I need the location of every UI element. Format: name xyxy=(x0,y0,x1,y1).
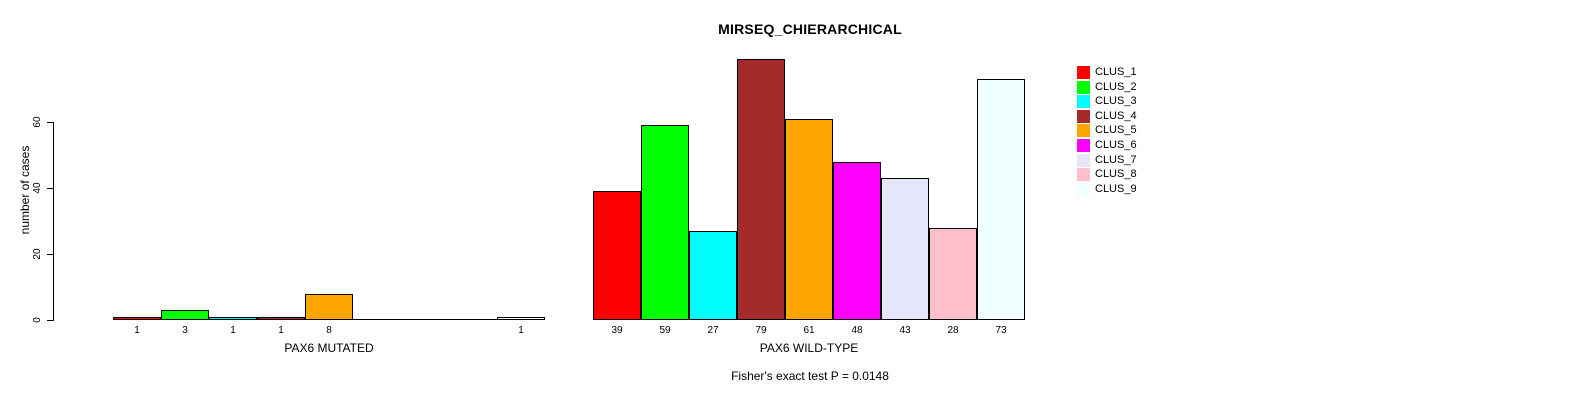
legend-item-label: CLUS_1 xyxy=(1095,66,1137,78)
bar xyxy=(161,310,209,320)
bar-value-label: 1 xyxy=(134,325,140,336)
legend-item-label: CLUS_3 xyxy=(1095,95,1137,107)
legend-color-swatch xyxy=(1077,168,1090,181)
bar xyxy=(497,317,545,320)
legend-item-label: CLUS_2 xyxy=(1095,81,1137,93)
legend-item-label: CLUS_4 xyxy=(1095,110,1137,122)
bar xyxy=(641,125,689,320)
group-axis-label: PAX6 WILD-TYPE xyxy=(759,341,859,355)
bar-value-label: 43 xyxy=(899,325,911,336)
bar-value-label: 8 xyxy=(326,325,332,336)
legend-item-label: CLUS_5 xyxy=(1095,124,1137,136)
legend-item: CLUS_3 xyxy=(1077,95,1157,109)
legend-item: CLUS_2 xyxy=(1077,81,1157,95)
bar-value-label: 59 xyxy=(659,325,671,336)
legend-item-label: CLUS_8 xyxy=(1095,168,1137,180)
legend-item: CLUS_4 xyxy=(1077,110,1157,124)
legend-item: CLUS_6 xyxy=(1077,139,1157,153)
bar xyxy=(257,317,305,320)
legend-color-swatch xyxy=(1077,124,1090,137)
legend-item-label: CLUS_6 xyxy=(1095,139,1137,151)
bar-value-label: 39 xyxy=(611,325,623,336)
bar-value-label: 79 xyxy=(755,325,767,336)
legend-item-label: CLUS_9 xyxy=(1095,183,1137,195)
bar xyxy=(833,162,881,320)
group-axis-label: PAX6 MUTATED xyxy=(284,341,374,355)
bar-value-label: 48 xyxy=(851,325,863,336)
bar-value-label: 1 xyxy=(230,325,236,336)
legend-color-swatch xyxy=(1077,81,1090,94)
bar-value-label: 27 xyxy=(707,325,719,336)
bar-value-label: 3 xyxy=(182,325,188,336)
y-axis-label: number of cases xyxy=(18,145,32,235)
legend-color-swatch xyxy=(1077,139,1090,152)
bar xyxy=(113,317,161,320)
y-axis-line xyxy=(53,122,54,321)
bar-value-label: 28 xyxy=(947,325,959,336)
bar xyxy=(977,79,1025,320)
legend-color-swatch xyxy=(1077,110,1090,123)
legend-item: CLUS_8 xyxy=(1077,168,1157,182)
legend-item: CLUS_1 xyxy=(1077,66,1157,80)
bar xyxy=(881,178,929,320)
y-tick-label: 60 xyxy=(32,116,43,128)
bar xyxy=(593,191,641,320)
legend-item-label: CLUS_7 xyxy=(1095,154,1137,166)
bar-value-label: 73 xyxy=(995,325,1007,336)
bar xyxy=(209,317,257,320)
legend-color-swatch xyxy=(1077,183,1090,196)
legend-item: CLUS_9 xyxy=(1077,183,1157,197)
legend-color-swatch xyxy=(1077,66,1090,79)
y-tick-mark xyxy=(47,254,53,255)
bar-value-label: 61 xyxy=(803,325,815,336)
bar xyxy=(785,119,833,320)
legend-item: CLUS_5 xyxy=(1077,124,1157,138)
bar xyxy=(929,228,977,320)
bar xyxy=(305,294,353,320)
bar-value-label: 1 xyxy=(518,325,524,336)
y-tick-label: 20 xyxy=(32,248,43,260)
legend-color-swatch xyxy=(1077,154,1090,167)
legend-color-swatch xyxy=(1077,95,1090,108)
y-tick-label: 40 xyxy=(32,182,43,194)
y-tick-label: 0 xyxy=(32,317,43,323)
chart-title: MIRSEQ_CHIERARCHICAL xyxy=(718,21,902,37)
y-tick-mark xyxy=(47,122,53,123)
legend-item: CLUS_7 xyxy=(1077,154,1157,168)
bar xyxy=(737,59,785,320)
bar-value-label: 1 xyxy=(278,325,284,336)
y-tick-mark xyxy=(47,320,53,321)
y-tick-mark xyxy=(47,188,53,189)
bar xyxy=(689,231,737,320)
footnote: Fisher's exact test P = 0.0148 xyxy=(731,369,889,383)
